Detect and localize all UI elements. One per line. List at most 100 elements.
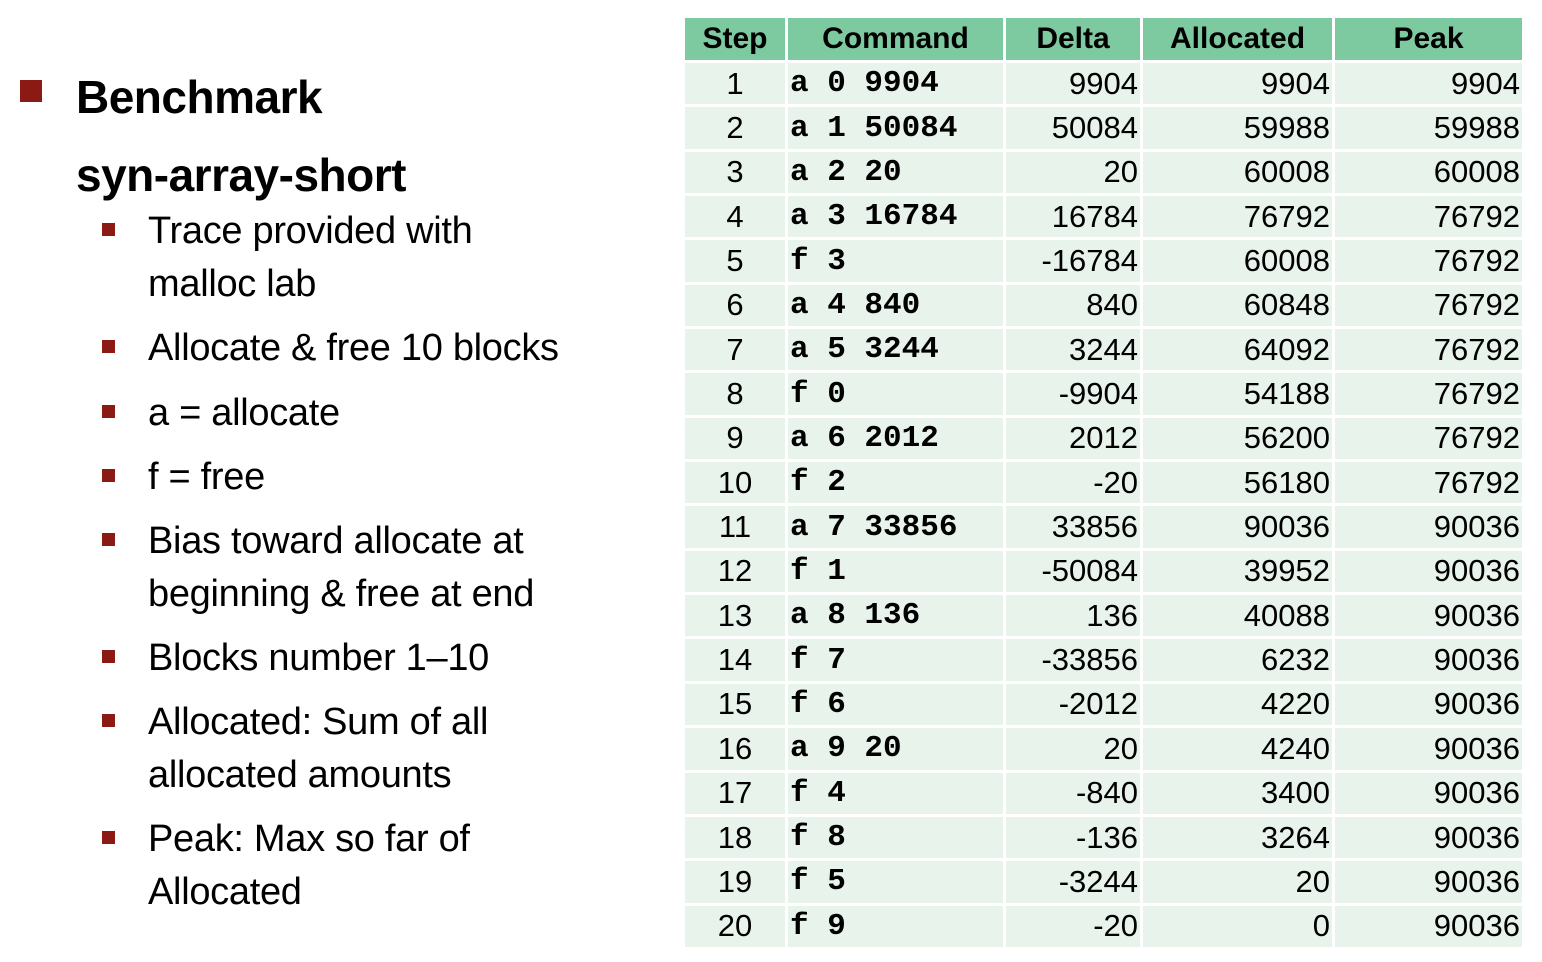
command-cell: a 9 20 [785, 725, 1006, 773]
allocated-cell: 40088 [1140, 592, 1335, 640]
command-cell: f 1 [785, 547, 1006, 596]
delta-cell: -50084 [1003, 547, 1143, 596]
allocated-cell: 60008 [1140, 148, 1335, 197]
allocated-cell: 0 [1140, 902, 1335, 950]
allocated-cell: 60008 [1140, 237, 1335, 285]
column-header-delta: Delta [1003, 15, 1143, 63]
table-row: 17 f 4 -840 3400 90036 [682, 769, 1525, 817]
step-cell: 18 [682, 813, 788, 862]
bullet-text: Blocks number 1–10 [148, 632, 648, 685]
peak-cell: 60008 [1332, 148, 1525, 197]
bullet-text-line: Allocated: Sum of all [148, 701, 489, 743]
step-cell: 14 [682, 636, 788, 684]
step-cell: 2 [682, 104, 788, 152]
bullet-text: Peak: Max so far of Allocated [148, 813, 648, 919]
allocated-cell: 56180 [1140, 459, 1335, 507]
step-cell: 15 [682, 680, 788, 729]
allocated-cell: 56200 [1140, 414, 1335, 463]
table-row: 19 f 5 -3244 20 90036 [682, 858, 1525, 906]
command-cell: a 8 136 [785, 592, 1006, 640]
command-cell: f 4 [785, 769, 1006, 817]
step-cell: 9 [682, 414, 788, 463]
command-cell: a 5 3244 [785, 326, 1006, 374]
step-cell: 19 [682, 858, 788, 906]
sub-bullet-marker [102, 714, 115, 727]
delta-cell: 136 [1003, 592, 1143, 640]
bullet-text-line: Allocated [148, 871, 302, 913]
peak-cell: 76792 [1332, 459, 1525, 507]
peak-cell: 90036 [1332, 769, 1525, 817]
command-cell: a 0 9904 [785, 59, 1006, 108]
delta-cell: -20 [1003, 459, 1143, 507]
sub-bullet-marker [102, 340, 115, 353]
allocated-cell: 64092 [1140, 326, 1335, 374]
peak-cell: 76792 [1332, 370, 1525, 418]
benchmark-heading: Benchmark syn-array-short [76, 58, 406, 214]
allocated-cell: 39952 [1140, 547, 1335, 596]
sub-bullet-marker [102, 405, 115, 418]
bullet-text: Trace provided with malloc lab [148, 205, 648, 311]
delta-cell: -16784 [1003, 237, 1143, 285]
bullet-text-line: Blocks number 1–10 [148, 637, 490, 679]
command-cell: f 9 [785, 902, 1006, 950]
table-row: 18 f 8 -136 3264 90036 [682, 813, 1525, 862]
peak-cell: 76792 [1332, 414, 1525, 463]
table-row: 15 f 6 -2012 4220 90036 [682, 680, 1525, 729]
delta-cell: -2012 [1003, 680, 1143, 729]
bullet-text-line: Trace provided with [148, 210, 473, 252]
delta-cell: -9904 [1003, 370, 1143, 418]
step-cell: 8 [682, 370, 788, 418]
column-header-step: Step [682, 15, 788, 63]
bullet-text-line: a = allocate [148, 392, 340, 434]
table-header-row: Step Command Delta Allocated Peak [682, 15, 1525, 63]
command-cell: f 0 [785, 370, 1006, 418]
delta-cell: -20 [1003, 902, 1143, 950]
column-header-allocated: Allocated [1140, 15, 1335, 63]
delta-cell: 2012 [1003, 414, 1143, 463]
peak-cell: 90036 [1332, 636, 1525, 684]
sub-bullet-marker [102, 469, 115, 482]
peak-cell: 90036 [1332, 902, 1525, 950]
delta-cell: 33856 [1003, 503, 1143, 551]
step-cell: 1 [682, 59, 788, 108]
heading-line-1: Benchmark [76, 71, 323, 123]
delta-cell: -840 [1003, 769, 1143, 817]
allocated-cell: 4220 [1140, 680, 1335, 729]
allocated-cell: 59988 [1140, 104, 1335, 152]
command-cell: a 2 20 [785, 148, 1006, 197]
allocated-cell: 3264 [1140, 813, 1335, 862]
sub-bullet-marker [102, 650, 115, 663]
command-cell: f 8 [785, 813, 1006, 862]
bullet-text: f = free [148, 451, 648, 504]
allocated-cell: 90036 [1140, 503, 1335, 551]
step-cell: 12 [682, 547, 788, 596]
sub-bullet-marker [102, 831, 115, 844]
table-row: 16 a 9 20 20 4240 90036 [682, 725, 1525, 773]
allocated-cell: 6232 [1140, 636, 1335, 684]
peak-cell: 76792 [1332, 281, 1525, 330]
delta-cell: 840 [1003, 281, 1143, 330]
peak-cell: 76792 [1332, 237, 1525, 285]
command-cell: a 4 840 [785, 281, 1006, 330]
command-cell: f 7 [785, 636, 1006, 684]
peak-cell: 90036 [1332, 547, 1525, 596]
allocated-cell: 9904 [1140, 59, 1335, 108]
step-cell: 4 [682, 193, 788, 241]
peak-cell: 59988 [1332, 104, 1525, 152]
peak-cell: 90036 [1332, 813, 1525, 862]
bullet-text-line: beginning & free at end [148, 573, 535, 615]
peak-cell: 9904 [1332, 59, 1525, 108]
bullet-text-line: allocated amounts [148, 754, 452, 796]
table-row: 20 f 9 -20 0 90036 [682, 902, 1525, 950]
column-header-peak: Peak [1332, 15, 1525, 63]
command-cell: f 2 [785, 459, 1006, 507]
bullet-text-line: f = free [148, 456, 265, 498]
bullet-text-line: malloc lab [148, 263, 317, 305]
bullet-text: a = allocate [148, 387, 648, 440]
